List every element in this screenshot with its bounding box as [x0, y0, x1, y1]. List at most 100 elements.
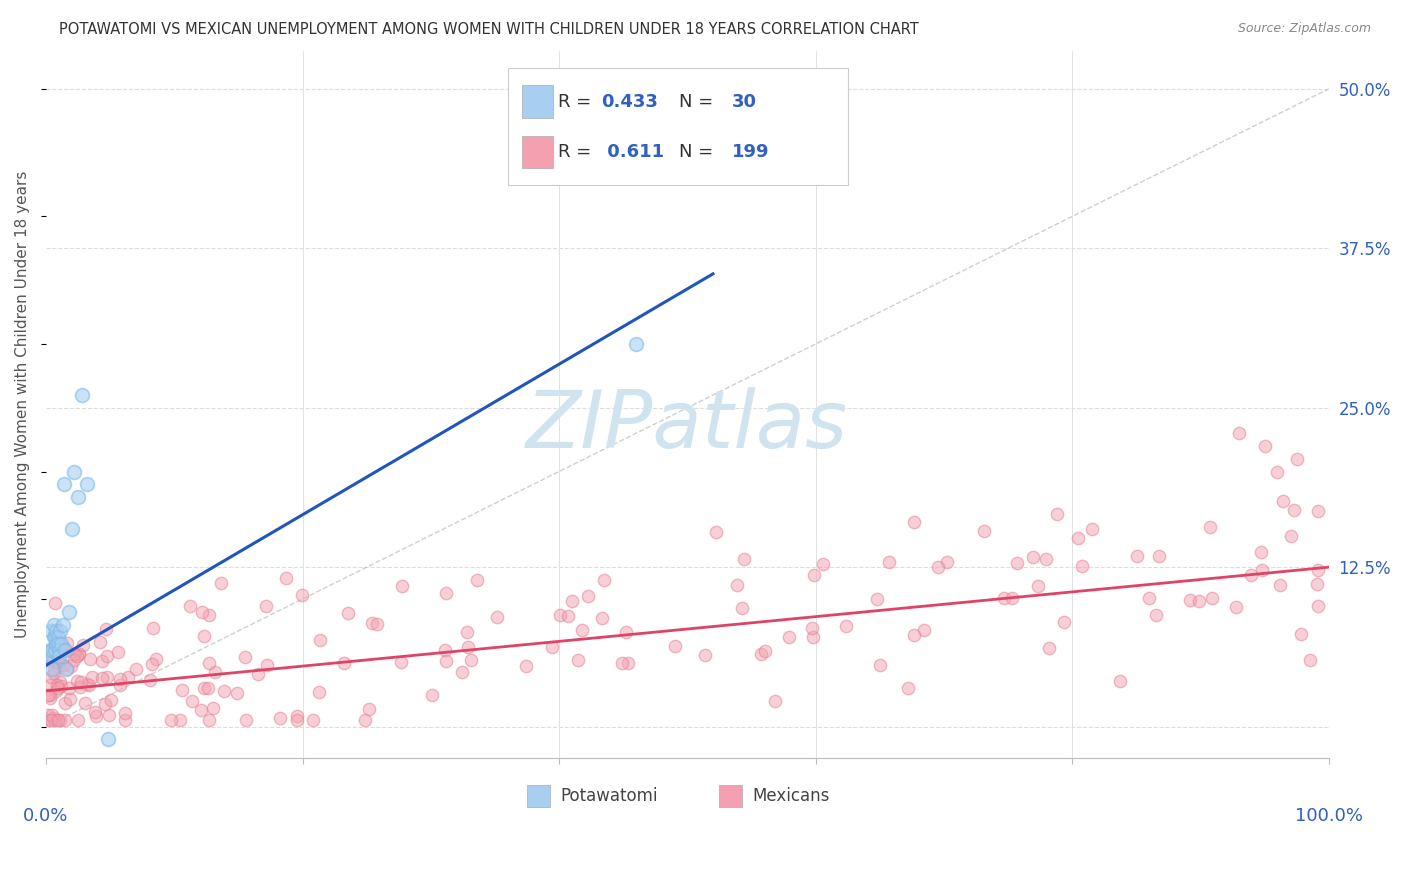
Point [225, 686, 247, 700]
Point [45, 624, 67, 638]
Point [285, 709, 308, 723]
Point [55, 662, 77, 676]
Point [1250, 563, 1272, 577]
Point [94, 698, 117, 712]
Point [141, 657, 163, 671]
Y-axis label: Unemployment Among Women with Children Under 18 years: Unemployment Among Women with Children U… [15, 171, 30, 639]
Point [41, 662, 63, 676]
Point [366, 617, 388, 632]
Point [96, 732, 118, 747]
Point [693, 648, 716, 662]
Point [58, 605, 80, 619]
Point [41, 649, 63, 664]
Point [60, 522, 83, 536]
Point [39, 670, 62, 684]
Point [485, 609, 508, 624]
Text: R =: R = [558, 93, 598, 111]
Point [201, 700, 224, 714]
Point [59, 658, 82, 673]
Point [811, 557, 834, 571]
Point [100, 693, 122, 707]
Point [541, 640, 564, 654]
Point [285, 713, 308, 727]
Point [37, 707, 59, 722]
Point [63, 653, 86, 667]
Point [1306, 563, 1329, 577]
Point [1227, 426, 1250, 441]
Point [567, 653, 589, 667]
Text: 199: 199 [731, 143, 769, 161]
Point [433, 642, 456, 657]
Text: N =: N = [679, 93, 720, 111]
Point [89, 634, 111, 648]
Point [801, 621, 824, 635]
Point [70, 674, 93, 689]
Point [1285, 451, 1308, 466]
Point [55, 662, 77, 676]
Point [44, 630, 66, 644]
Point [97, 708, 120, 723]
Point [39, 653, 62, 667]
Point [1005, 556, 1028, 570]
Point [733, 551, 755, 566]
Point [169, 713, 191, 727]
Text: Mexicans: Mexicans [752, 787, 830, 805]
Point [84, 708, 107, 723]
Point [39, 713, 62, 727]
Point [41, 711, 63, 725]
Point [51, 657, 73, 672]
Point [198, 656, 221, 670]
Point [1081, 522, 1104, 536]
Point [212, 683, 235, 698]
Point [354, 713, 377, 727]
Point [48, 649, 70, 664]
Point [897, 681, 920, 695]
Point [52, 640, 75, 654]
Point [1225, 599, 1247, 614]
Point [108, 672, 131, 686]
FancyBboxPatch shape [720, 785, 742, 806]
Point [434, 654, 457, 668]
Point [96, 670, 118, 684]
Point [903, 627, 925, 641]
Point [139, 673, 162, 688]
Point [1306, 576, 1329, 591]
Point [44, 643, 66, 657]
Point [1000, 591, 1022, 606]
Point [291, 588, 314, 602]
Point [96, 649, 118, 664]
Point [247, 667, 270, 681]
Point [725, 578, 748, 592]
Point [515, 659, 537, 673]
Point [53, 643, 76, 657]
Point [1253, 439, 1275, 453]
Point [614, 624, 637, 639]
Point [269, 711, 291, 725]
Point [198, 713, 221, 727]
Point [617, 656, 640, 670]
Point [67, 647, 90, 661]
Point [332, 656, 354, 670]
Point [39, 643, 62, 657]
Text: Source: ZipAtlas.com: Source: ZipAtlas.com [1237, 22, 1371, 36]
Point [1108, 673, 1130, 688]
Point [76, 477, 98, 491]
Point [561, 594, 583, 608]
Point [66, 649, 89, 664]
Point [903, 515, 925, 529]
Point [37, 688, 59, 702]
Point [301, 713, 323, 727]
Point [114, 706, 136, 720]
Point [1198, 520, 1220, 534]
Point [778, 631, 800, 645]
Point [912, 623, 935, 637]
Point [42, 664, 65, 678]
Text: N =: N = [679, 143, 720, 161]
Point [548, 608, 571, 623]
Point [51, 679, 73, 693]
Point [877, 555, 900, 569]
Point [48, 643, 70, 657]
Point [1144, 608, 1167, 623]
Point [576, 589, 599, 603]
Point [731, 600, 754, 615]
